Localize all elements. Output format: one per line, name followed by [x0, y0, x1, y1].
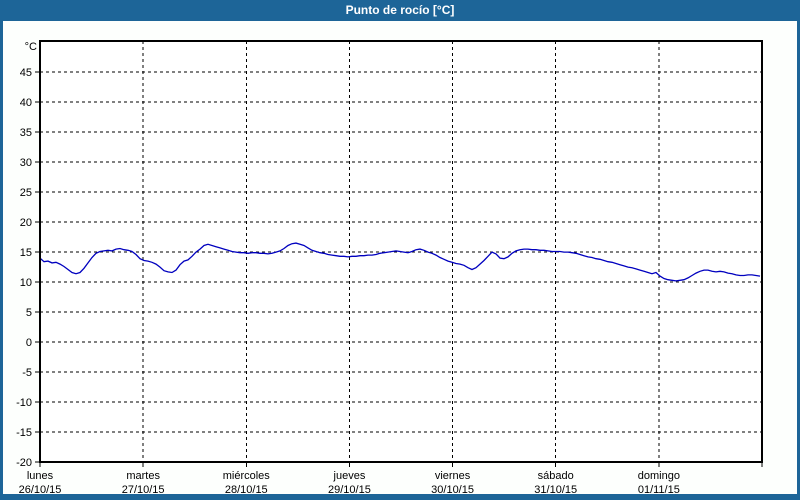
y-axis-tick-label: 20 [20, 217, 32, 229]
y-axis-tick-label: -20 [16, 457, 32, 469]
x-axis-date-label: 29/10/15 [328, 484, 371, 496]
chart-title-bar: Punto de rocío [°C] [0, 0, 800, 21]
x-axis-date-label: 28/10/15 [225, 484, 268, 496]
x-axis-date-label: 01/11/15 [638, 484, 680, 496]
chart-title: Punto de rocío [°C] [345, 3, 455, 17]
plot-frame [39, 40, 763, 463]
x-axis-day-label: miércoles [223, 470, 271, 482]
y-axis-tick-label: 35 [20, 127, 32, 139]
y-axis-tick-label: 15 [20, 247, 32, 259]
y-axis-tick-label: -5 [22, 367, 32, 379]
y-axis-unit-label: °C [25, 41, 37, 53]
x-axis-date-label: 30/10/15 [431, 484, 474, 496]
x-axis-date-label: 31/10/15 [534, 484, 577, 496]
x-axis-date-label: 27/10/15 [122, 484, 165, 496]
y-axis-tick-label: 0 [26, 337, 32, 349]
x-axis-day-label: domingo [638, 470, 680, 482]
y-axis-tick-label: -15 [16, 427, 32, 439]
x-axis-day-label: jueves [333, 470, 366, 482]
x-axis-day-label: lunes [27, 470, 54, 482]
y-axis-tick-label: 5 [26, 307, 32, 319]
x-axis-date-label: 26/10/15 [19, 484, 62, 496]
y-axis-tick-label: 30 [20, 157, 32, 169]
x-axis-day-label: sábado [538, 470, 574, 482]
y-axis-tick-label: 10 [20, 277, 32, 289]
x-axis-day-label: viernes [435, 470, 471, 482]
y-axis-tick-label: 25 [20, 187, 32, 199]
y-axis-tick-label: 45 [20, 67, 32, 79]
y-axis-tick-label: -10 [16, 397, 32, 409]
y-axis-tick-label: 40 [20, 97, 32, 109]
dew-point-line [39, 242, 761, 282]
x-axis-day-label: martes [126, 470, 160, 482]
